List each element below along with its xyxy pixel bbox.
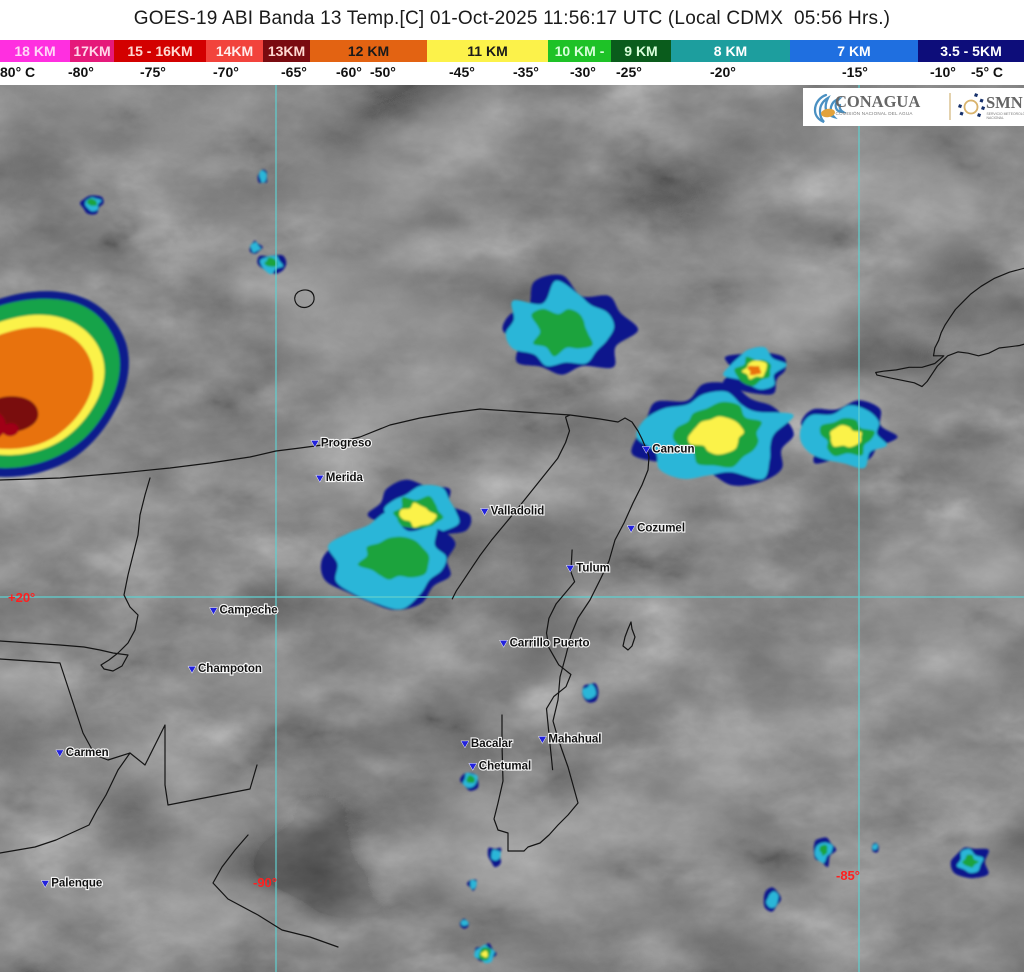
svg-text:Merida: Merida (326, 472, 364, 484)
svg-text:Bacalar: Bacalar (471, 738, 513, 750)
svg-text:Tulum: Tulum (576, 562, 610, 574)
svg-text:Carmen: Carmen (66, 747, 109, 759)
svg-text:NACIONAL: NACIONAL (987, 116, 1004, 120)
svg-text:COMISIÓN NACIONAL DEL AGUA: COMISIÓN NACIONAL DEL AGUA (836, 110, 914, 116)
svg-text:Palenque: Palenque (51, 878, 102, 890)
svg-text:-85°: -85° (836, 868, 860, 883)
svg-text:Chetumal: Chetumal (479, 760, 531, 772)
svg-text:Progreso: Progreso (321, 437, 372, 449)
svg-text:SMN: SMN (986, 93, 1023, 112)
svg-text:Carrillo Puerto: Carrillo Puerto (510, 637, 590, 649)
svg-text:CONAGUA: CONAGUA (835, 92, 920, 111)
svg-text:Cozumel: Cozumel (637, 523, 685, 535)
svg-text:Mahahual: Mahahual (548, 733, 601, 745)
svg-text:Campeche: Campeche (220, 605, 278, 617)
svg-text:Champoton: Champoton (198, 663, 262, 675)
svg-text:Cancun: Cancun (652, 443, 694, 455)
svg-text:Valladolid: Valladolid (491, 506, 545, 518)
svg-text:+20°: +20° (8, 590, 35, 605)
svg-text:-90°: -90° (253, 875, 277, 890)
